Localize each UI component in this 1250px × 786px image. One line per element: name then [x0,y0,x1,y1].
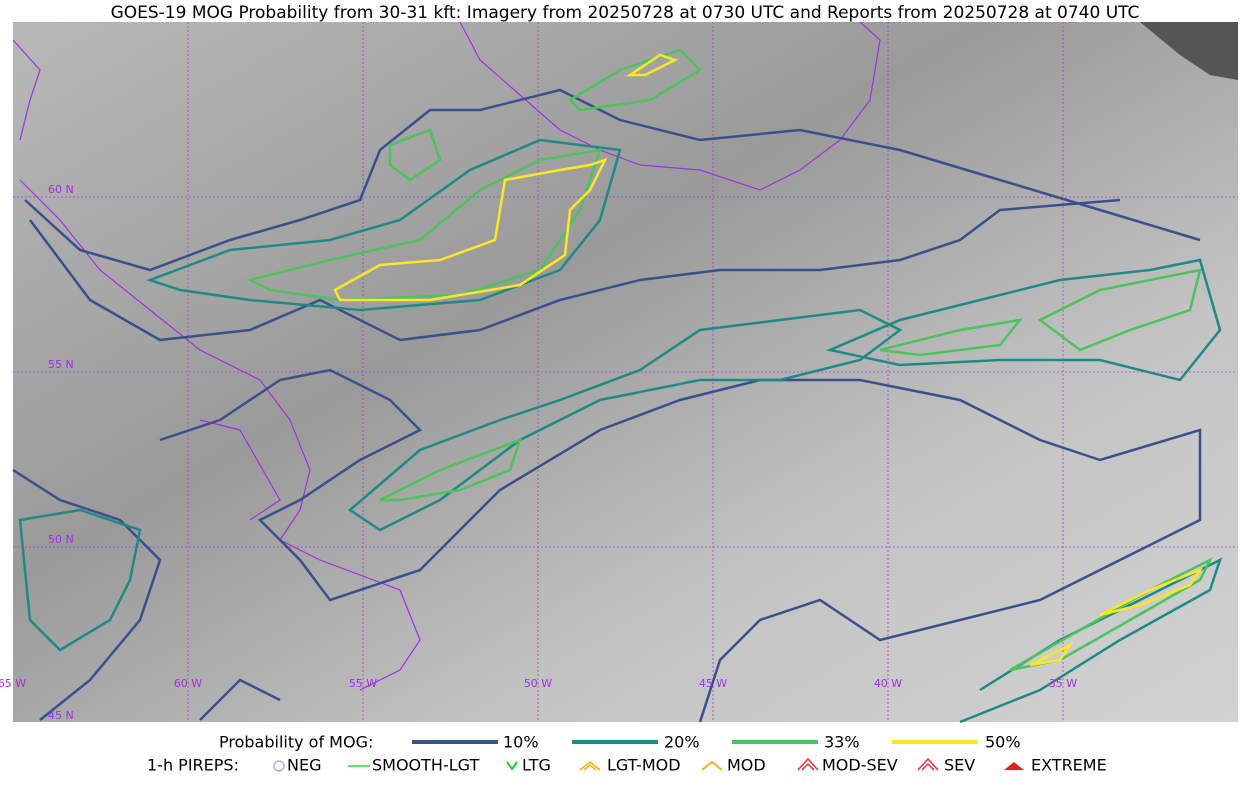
legend-icon [917,757,939,771]
lon-label: 35 W [1049,677,1077,690]
no-data [1140,22,1238,80]
legend-item: MOD-SEV [822,756,898,775]
legend-item: 20% [664,733,700,752]
legend-icon [701,760,723,771]
legend-item: 50% [985,733,1021,752]
lon-label: 50 W [524,677,552,690]
title: GOES-19 MOG Probability from 30-31 kft: … [111,3,1140,23]
legend-icon [579,761,601,771]
legend-title: 1-h PIREPS: [147,756,239,775]
lat-label: 50 N [48,533,74,546]
map: 60 N 55 N 50 N 45 N 65 W 60 W 55 W 50 W … [0,21,1238,724]
legend-icon [797,757,819,771]
legend-item: NEG [287,756,321,775]
lon-label: 45 W [699,677,727,690]
lon-label: 65 W [0,677,26,690]
longitude-labels: 65 W 60 W 55 W 50 W 45 W 40 W 35 W [0,677,1077,690]
legend-item: EXTREME [1031,756,1107,775]
latitude-labels: 60 N 55 N 50 N 45 N [48,183,74,722]
legend: Probability of MOG: 10% 20% 33% 50% 1-h … [147,733,1107,775]
legend-item: MOD [727,756,766,775]
legend-title: Probability of MOG: [219,733,373,752]
legend-icon [273,760,285,772]
lat-label: 45 N [48,709,74,722]
legend-icon [1004,762,1024,770]
legend-item: SMOOTH-LGT [372,756,479,775]
lat-label: 60 N [48,183,74,196]
legend-item: SEV [944,756,975,775]
grid-lines [13,22,1238,722]
legend-icon [506,761,518,771]
lon-label: 55 W [349,677,377,690]
legend-item: 33% [824,733,860,752]
lat-label: 55 N [48,358,74,371]
legend-item: LGT-MOD [607,756,681,775]
legend-item: 10% [503,733,539,752]
contours [12,48,1223,724]
coastlines [12,21,881,691]
legend-item: LTG [522,756,551,775]
lon-label: 60 W [174,677,202,690]
lon-label: 40 W [874,677,902,690]
